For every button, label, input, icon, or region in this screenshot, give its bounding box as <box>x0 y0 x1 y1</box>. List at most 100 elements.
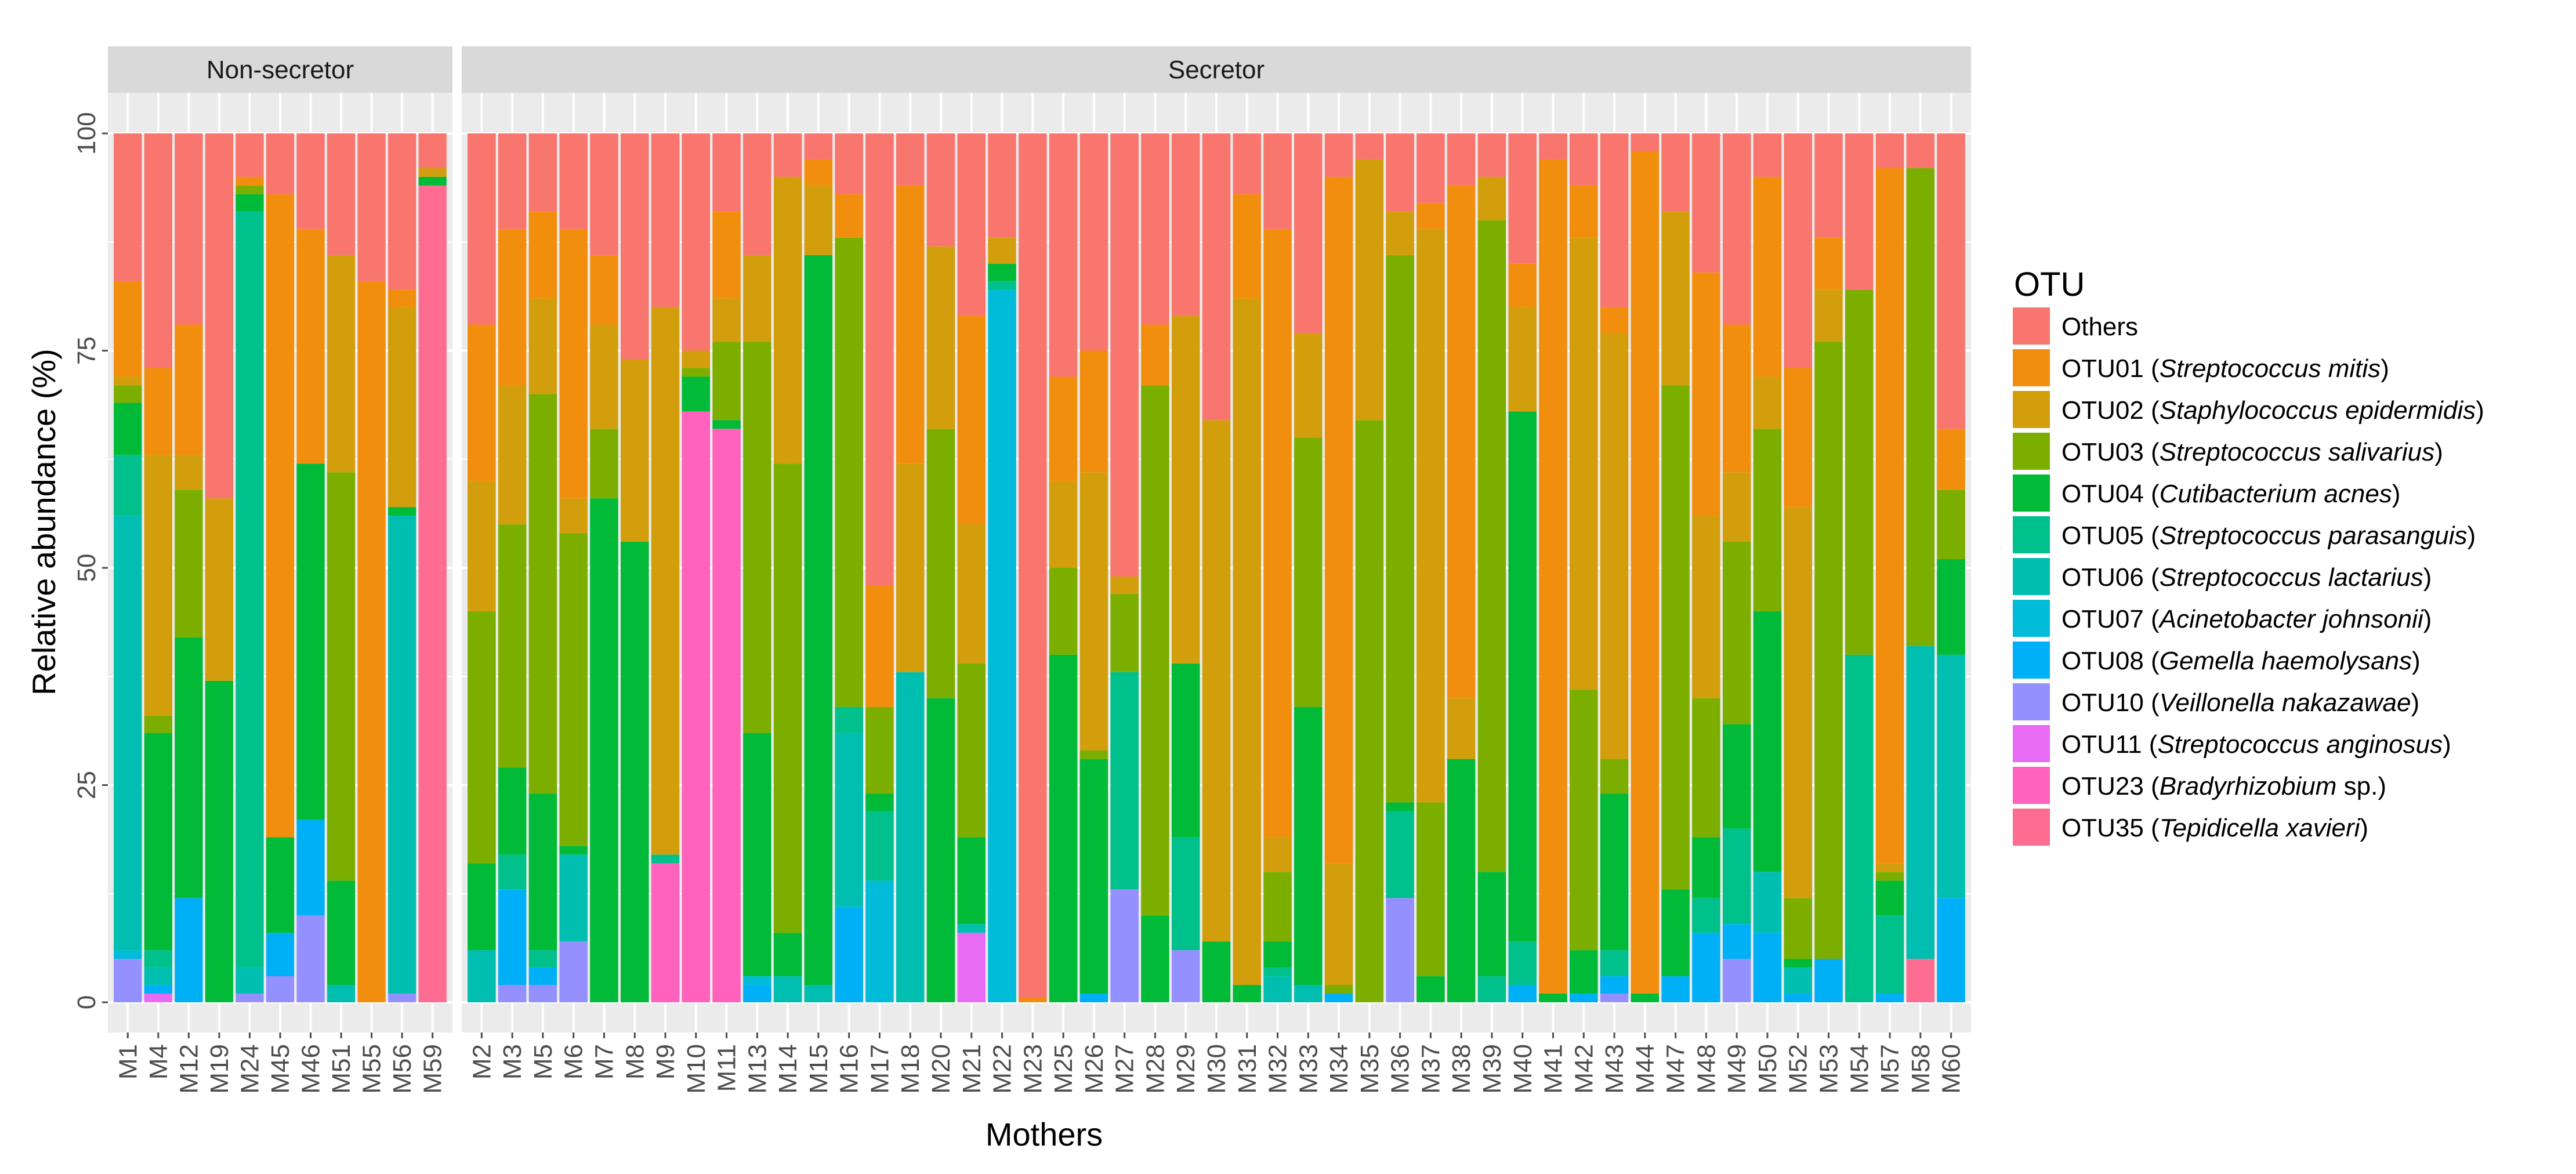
bar-segment-others <box>1386 133 1414 212</box>
x-tick-label: M31 <box>1233 1044 1262 1094</box>
bar-segment-otu05 <box>1386 811 1414 898</box>
bar-segment-otu03 <box>175 490 203 637</box>
legend-key <box>2013 558 2050 595</box>
bar-M6 <box>559 133 588 1002</box>
x-tick-label: M50 <box>1753 1044 1782 1094</box>
legend-item-otu23: OTU23 (Bradyrhizobium sp.) <box>2013 767 2386 804</box>
facet-strip-label: Secretor <box>1168 56 1265 84</box>
legend-key <box>2013 725 2050 762</box>
bar-segment-otu02 <box>773 176 802 464</box>
bar-segment-otu06 <box>1263 976 1292 1002</box>
bar-segment-others <box>114 133 142 281</box>
bar-segment-otu03 <box>1753 429 1782 611</box>
y-tick-label: 100 <box>73 112 101 154</box>
bar-segment-otu02 <box>1202 420 1231 942</box>
bar-segment-otu02 <box>743 255 771 342</box>
bar-segment-otu03 <box>327 472 356 881</box>
bar-segment-otu01 <box>1508 263 1537 307</box>
bar-segment-otu04 <box>205 680 234 1002</box>
bar-M21 <box>957 133 986 1002</box>
bar-segment-others <box>1263 133 1292 229</box>
bar-M38 <box>1447 133 1476 1002</box>
bar-segment-others <box>1600 133 1629 307</box>
bar-segment-otu01 <box>1875 168 1904 864</box>
bar-M1 <box>114 133 142 1002</box>
bar-segment-otu02 <box>418 168 447 177</box>
bar-segment-otu01 <box>1263 229 1292 838</box>
bar-M7 <box>590 133 618 1002</box>
bar-segment-otu04 <box>1753 611 1782 872</box>
bar-segment-others <box>1477 133 1506 177</box>
bar-segment-others <box>205 133 234 499</box>
panel-non-secretor: Non-secretor M1 M4 M12 M19 M24 M45 M46 M51 M55 M56… <box>108 46 452 1094</box>
bar-segment-otu06 <box>835 733 863 907</box>
bar-segment-otu04 <box>1875 880 1904 916</box>
bar-segment-otu01 <box>1570 185 1598 238</box>
bar-segment-otu05 <box>528 950 557 968</box>
bar-segment-otu04 <box>144 733 172 951</box>
bar-segment-otu10 <box>296 915 325 1002</box>
bar-M49 <box>1722 133 1751 1002</box>
bar-segment-otu01 <box>357 281 386 1002</box>
bar-segment-otu10 <box>559 941 588 1002</box>
bar-segment-otu02 <box>896 463 925 672</box>
bar-segment-otu08 <box>743 985 771 1002</box>
x-tick-label: M38 <box>1447 1044 1476 1094</box>
bar-segment-otu04 <box>1661 889 1690 977</box>
bar-segment-otu01 <box>835 194 863 238</box>
bar-segment-others <box>1784 133 1813 368</box>
x-tick-label: M47 <box>1662 1044 1690 1094</box>
bar-segment-otu01 <box>266 194 295 838</box>
bar-M55 <box>357 133 386 1002</box>
x-tick-label: M44 <box>1631 1044 1660 1094</box>
bar-M29 <box>1171 133 1200 1002</box>
bar-segment-otu02 <box>1079 472 1108 751</box>
bar-segment-otu01 <box>1324 176 1353 864</box>
bar-segment-otu03 <box>773 463 802 933</box>
legend-label: OTU03 (Streptococcus salivarius) <box>2061 438 2443 466</box>
x-axis-title: Mothers <box>986 1116 1103 1153</box>
bar-segment-otu10 <box>1171 950 1200 1002</box>
bar-segment-others <box>1324 133 1353 177</box>
bar-segment-otu04 <box>1477 872 1506 977</box>
bar-segment-others <box>896 133 925 186</box>
bar-M43 <box>1600 133 1629 1002</box>
bar-M28 <box>1141 133 1169 1002</box>
bar-M31 <box>1233 133 1262 1002</box>
x-tick-label: M41 <box>1539 1044 1568 1094</box>
x-tick-label: M43 <box>1600 1044 1629 1094</box>
bar-M10 <box>682 133 711 1002</box>
legend-key <box>2013 516 2050 553</box>
x-tick-label: M11 <box>713 1044 741 1092</box>
legend-label: OTU04 (Cutibacterium acnes) <box>2061 480 2400 508</box>
bar-segment-otu02 <box>651 307 680 855</box>
bar-M52 <box>1784 133 1813 1002</box>
bar-M4 <box>144 133 172 1002</box>
x-tick-label: M26 <box>1080 1044 1108 1094</box>
bar-segment-otu05 <box>236 211 264 968</box>
x-tick-label: M35 <box>1356 1044 1384 1094</box>
bar-segment-otu06 <box>559 854 588 942</box>
legend-key <box>2013 307 2050 345</box>
x-tick-label: M32 <box>1264 1044 1292 1094</box>
bar-segment-otu06 <box>1294 985 1323 1002</box>
bar-M45 <box>266 133 295 1002</box>
bar-segment-others <box>1845 133 1874 290</box>
x-tick-label: M52 <box>1784 1044 1813 1094</box>
bar-segment-others <box>1661 133 1690 212</box>
bar-segment-otu05 <box>835 706 863 733</box>
x-tick-label: M59 <box>419 1044 447 1094</box>
x-tick-label: M36 <box>1386 1044 1415 1094</box>
bar-segment-otu04 <box>712 420 741 429</box>
bar-segment-otu02 <box>498 385 527 525</box>
bar-segment-others <box>590 133 618 255</box>
bar-M32 <box>1263 133 1292 1002</box>
bar-M2 <box>468 133 496 1002</box>
bar-segment-otu04 <box>1600 793 1629 951</box>
bar-segment-otu08 <box>1324 994 1353 1002</box>
legend-item-otu08: OTU08 (Gemella haemolysans) <box>2013 642 2421 679</box>
bar-segment-otu03 <box>144 715 172 733</box>
bar-segment-otu06 <box>957 924 986 933</box>
legend-label: OTU05 (Streptococcus parasanguis) <box>2061 521 2476 550</box>
bar-segment-others <box>266 133 295 194</box>
